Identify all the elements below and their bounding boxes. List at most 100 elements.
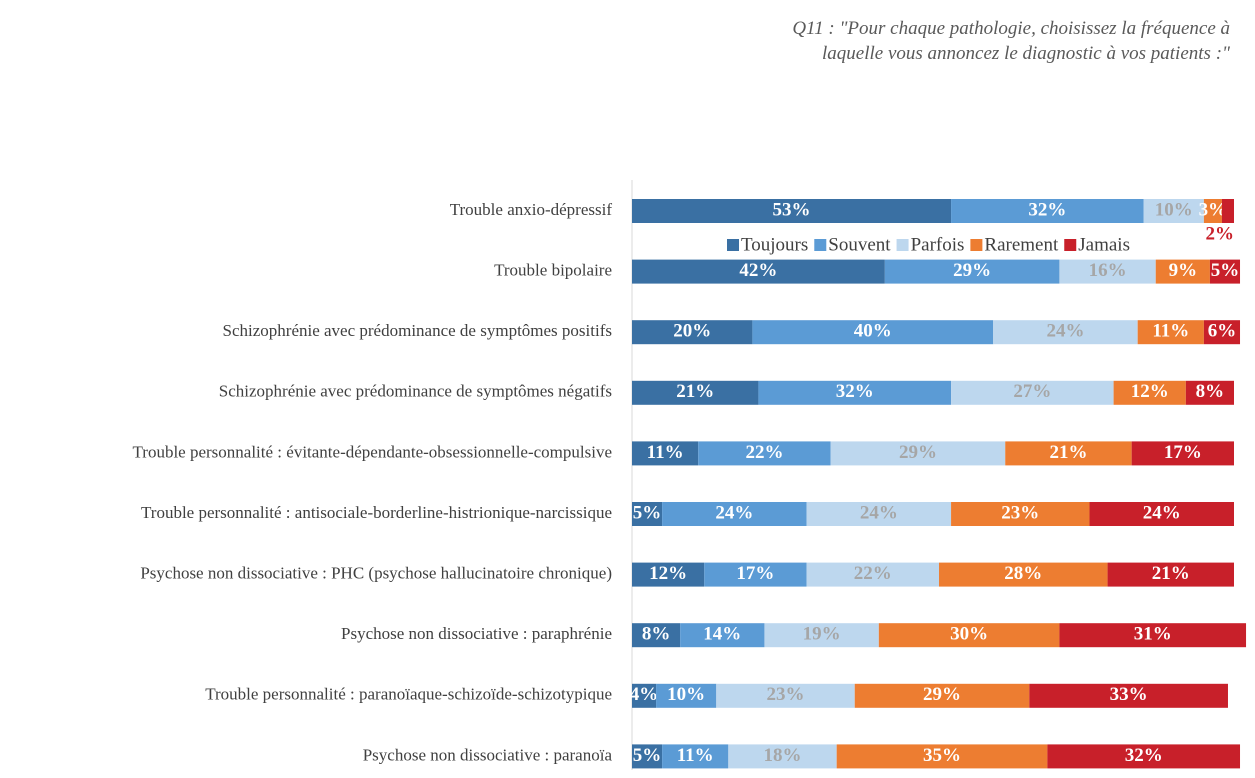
category-label: Psychose non dissociative : paraphrénie bbox=[341, 624, 612, 643]
bar-segment bbox=[1059, 623, 1247, 648]
value-label: 40% bbox=[854, 321, 892, 342]
value-label: 17% bbox=[1164, 442, 1202, 463]
bar-segment bbox=[662, 744, 729, 769]
bar-segment bbox=[632, 320, 753, 345]
value-label: 2% bbox=[1206, 223, 1235, 244]
value-label: 24% bbox=[715, 502, 753, 523]
legend-swatch bbox=[970, 239, 983, 251]
category-label: Psychose non dissociative : paranoïa bbox=[363, 745, 613, 764]
value-label: 24% bbox=[1143, 502, 1181, 523]
value-label: 10% bbox=[667, 684, 705, 705]
value-label: 11% bbox=[677, 745, 714, 766]
value-label: 23% bbox=[767, 684, 805, 705]
category-label: Schizophrénie avec prédominance de sympt… bbox=[223, 321, 612, 340]
value-label: 32% bbox=[1028, 199, 1066, 220]
bar-segment bbox=[632, 199, 952, 223]
value-label: 30% bbox=[950, 624, 988, 645]
bar-segment bbox=[1221, 199, 1234, 223]
value-label: 11% bbox=[647, 442, 684, 463]
value-label: 16% bbox=[1089, 260, 1127, 281]
value-label: 19% bbox=[803, 624, 841, 645]
value-label: 29% bbox=[923, 684, 961, 705]
value-label: 10% bbox=[1155, 199, 1193, 220]
legend-swatch bbox=[1064, 239, 1077, 251]
bar-segment bbox=[632, 562, 705, 587]
bar-segment bbox=[993, 320, 1138, 345]
value-label: 32% bbox=[836, 381, 874, 402]
bar-segment bbox=[1185, 380, 1234, 405]
value-label: 35% bbox=[923, 745, 961, 766]
bar-segment bbox=[632, 502, 663, 526]
category-label: Trouble anxio-dépressif bbox=[450, 200, 613, 219]
value-label: 28% bbox=[1004, 563, 1042, 584]
bar-segment bbox=[704, 562, 807, 587]
legend-label: Jamais bbox=[1078, 234, 1130, 255]
bar-segment bbox=[951, 502, 1090, 526]
value-label: 32% bbox=[1125, 745, 1163, 766]
value-label: 24% bbox=[1046, 321, 1084, 342]
category-label: Trouble bipolaire bbox=[494, 261, 612, 280]
bar-segment bbox=[1131, 441, 1234, 466]
value-label: 9% bbox=[1169, 260, 1198, 281]
bar-segment bbox=[1113, 380, 1186, 405]
value-label: 11% bbox=[1152, 321, 1189, 342]
value-label: 5% bbox=[1211, 260, 1240, 281]
value-label: 8% bbox=[1196, 381, 1225, 402]
bar-segment bbox=[632, 259, 885, 284]
bar-segment bbox=[836, 744, 1048, 769]
bar-segment bbox=[752, 320, 994, 345]
value-label: 12% bbox=[649, 563, 687, 584]
value-label: 8% bbox=[642, 624, 671, 645]
bar-segment bbox=[1107, 562, 1234, 587]
legend-label: Souvent bbox=[828, 234, 891, 255]
value-label: 21% bbox=[1152, 563, 1190, 584]
bar-segment bbox=[884, 259, 1060, 284]
bar-segment bbox=[806, 562, 940, 587]
value-label: 4% bbox=[630, 684, 659, 705]
category-label: Trouble personnalité : évitante-dépendan… bbox=[133, 442, 613, 461]
bar-segment bbox=[939, 562, 1108, 587]
value-label: 21% bbox=[676, 381, 714, 402]
bar-segment bbox=[1047, 744, 1241, 769]
value-label: 31% bbox=[1134, 624, 1172, 645]
category-label: Schizophrénie avec prédominance de sympt… bbox=[219, 382, 612, 401]
bar-segment bbox=[662, 502, 807, 526]
bar-segment bbox=[1059, 259, 1156, 284]
value-label: 5% bbox=[633, 745, 662, 766]
value-label: 3% bbox=[1199, 199, 1228, 220]
bar-segment bbox=[632, 623, 681, 648]
value-label: 20% bbox=[673, 321, 711, 342]
bar-segment bbox=[656, 683, 717, 708]
bar-segment bbox=[1005, 441, 1132, 466]
value-label: 23% bbox=[1001, 502, 1039, 523]
bar-segment bbox=[1209, 259, 1241, 284]
bar-segment bbox=[854, 683, 1030, 708]
value-label: 22% bbox=[745, 442, 783, 463]
bar-segment bbox=[1203, 199, 1222, 223]
value-label: 42% bbox=[739, 260, 777, 281]
bar-segment bbox=[1203, 320, 1241, 345]
bar-segment bbox=[1155, 259, 1210, 284]
category-label: Trouble personnalité : antisociale-borde… bbox=[141, 503, 612, 522]
bar-segment bbox=[758, 380, 952, 405]
bar-segment bbox=[1029, 683, 1228, 708]
value-label: 27% bbox=[1013, 381, 1051, 402]
value-label: 24% bbox=[860, 502, 898, 523]
bar-segment bbox=[878, 623, 1060, 648]
value-label: 6% bbox=[1208, 321, 1237, 342]
legend-label: Parfois bbox=[911, 234, 965, 255]
category-label: Psychose non dissociative : PHC (psychos… bbox=[140, 564, 612, 583]
bar-segment bbox=[806, 502, 952, 526]
bar-segment bbox=[632, 683, 657, 708]
bar-segment bbox=[632, 744, 663, 769]
legend-swatch bbox=[814, 239, 827, 251]
value-label: 53% bbox=[773, 199, 811, 220]
bar-segment bbox=[728, 744, 837, 769]
category-label: Trouble personnalité : paranoïaque-schiz… bbox=[205, 685, 612, 704]
bar-segment bbox=[830, 441, 1006, 466]
value-label: 21% bbox=[1049, 442, 1087, 463]
value-label: 14% bbox=[703, 624, 741, 645]
value-label: 12% bbox=[1131, 381, 1169, 402]
chart-title: Q11 : "Pour chaque pathologie, choisisse… bbox=[792, 18, 1230, 64]
